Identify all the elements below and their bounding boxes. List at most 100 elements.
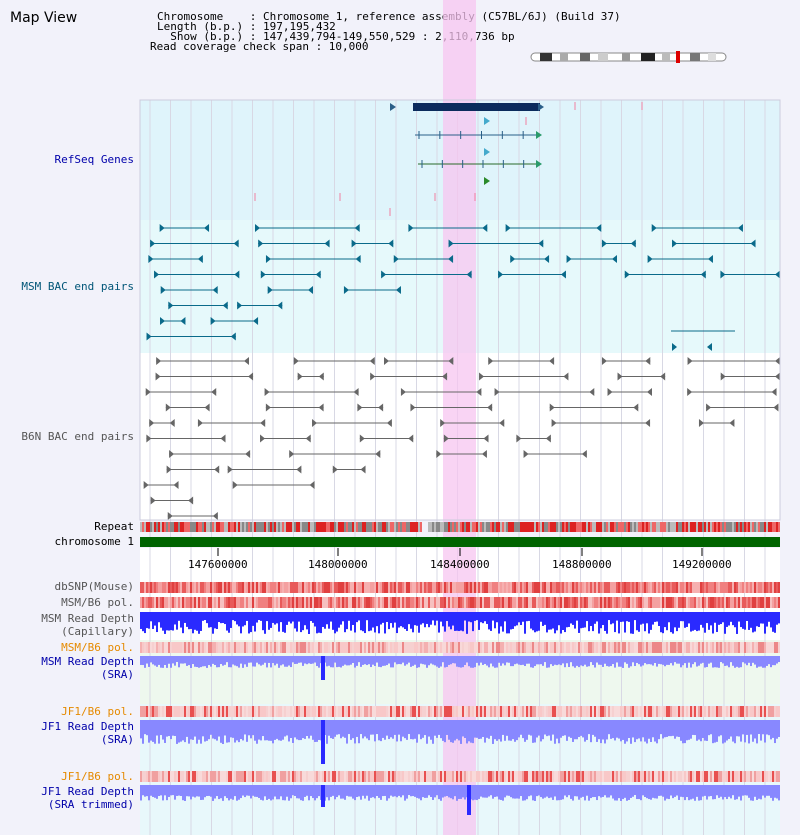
- pol-cell: [680, 706, 682, 717]
- depth-bar: [310, 785, 312, 797]
- depth-bar: [490, 656, 492, 664]
- pol-cell: [778, 597, 780, 608]
- depth-bar: [202, 656, 204, 667]
- depth-bar: [580, 656, 582, 666]
- pol-cell: [142, 597, 144, 608]
- bac-end-marker: [645, 419, 651, 427]
- bac-end-marker: [775, 357, 780, 365]
- bac-end-marker: [400, 388, 406, 396]
- pol-cell: [242, 597, 244, 608]
- pol-cell: [150, 642, 152, 653]
- pol-cell: [388, 771, 390, 782]
- pol-cell: [610, 597, 612, 608]
- pol-cell: [670, 642, 672, 653]
- depth-bar: [246, 785, 248, 796]
- depth-bar: [164, 656, 166, 665]
- pol-cell: [364, 771, 366, 782]
- pol-cell: [582, 597, 584, 608]
- depth-bar: [766, 612, 768, 627]
- repeat-element: [408, 522, 410, 532]
- pol-cell: [720, 771, 722, 782]
- pol-cell: [666, 771, 668, 782]
- pol-cell: [320, 771, 322, 782]
- pol-cell: [318, 642, 320, 653]
- pol-cell: [208, 582, 210, 593]
- depth-bar: [658, 720, 660, 740]
- pol-cell: [748, 771, 750, 782]
- depth-bar: [556, 656, 558, 666]
- bac-end-marker: [505, 224, 511, 232]
- pol-cell: [734, 706, 736, 717]
- pol-cell: [186, 771, 188, 782]
- pol-cell: [738, 597, 740, 608]
- pol-cell: [404, 642, 406, 653]
- pol-cell: [142, 582, 144, 593]
- depth-bar: [734, 720, 736, 744]
- chromosome-ideogram[interactable]: [530, 51, 727, 63]
- pol-cell: [424, 706, 426, 717]
- depth-bar: [216, 720, 218, 741]
- depth-bar: [284, 612, 286, 633]
- depth-bar: [298, 656, 300, 663]
- pol-cell: [736, 642, 738, 653]
- depth-bar: [524, 656, 526, 667]
- pol-cell: [278, 771, 280, 782]
- depth-bar: [272, 785, 274, 800]
- depth-bar: [202, 785, 204, 800]
- pol-cell: [628, 582, 630, 593]
- depth-bar: [386, 612, 388, 622]
- bac-end-marker: [353, 388, 359, 396]
- repeat-element: [632, 522, 634, 532]
- depth-bar: [408, 720, 410, 735]
- depth-bar: [764, 612, 766, 634]
- pol-cell: [216, 597, 218, 608]
- depth-bar: [762, 785, 764, 796]
- depth-bar: [540, 656, 542, 665]
- depth-bar: [654, 720, 656, 742]
- pol-cell: [778, 771, 780, 782]
- pol-cell: [448, 706, 450, 717]
- depth-bar: [616, 720, 618, 738]
- depth-bar: [400, 785, 402, 798]
- depth-bar: [476, 785, 478, 801]
- pol-cell: [398, 706, 400, 717]
- pol-cell: [656, 642, 658, 653]
- pol-cell: [456, 597, 458, 608]
- pol-cell: [490, 597, 492, 608]
- depth-bar: [318, 656, 320, 668]
- pol-cell: [416, 642, 418, 653]
- pol-cell: [452, 771, 454, 782]
- pol-cell: [232, 771, 234, 782]
- depth-bar: [540, 785, 542, 798]
- pol-cell: [398, 642, 400, 653]
- pol-cell: [270, 771, 272, 782]
- depth-bar: [432, 785, 434, 800]
- pol-cell: [602, 706, 604, 717]
- repeat-element: [682, 522, 684, 532]
- pol-cell: [702, 597, 704, 608]
- depth-bar: [430, 612, 432, 625]
- pol-cell: [728, 597, 730, 608]
- depth-bar: [500, 720, 502, 742]
- pol-cell: [218, 582, 220, 593]
- repeat-element: [368, 522, 370, 532]
- pol-cell: [592, 642, 594, 653]
- repeat-element: [678, 522, 680, 532]
- depth-bar: [260, 656, 262, 666]
- pol-cell: [466, 771, 468, 782]
- depth-bar: [476, 612, 478, 621]
- depth-bar: [244, 785, 246, 798]
- depth-bar: [346, 612, 348, 630]
- pol-cell: [660, 642, 662, 653]
- pol-cell: [482, 597, 484, 608]
- pol-cell: [496, 642, 498, 653]
- bac-end-marker: [487, 403, 493, 412]
- pol-cell: [668, 771, 670, 782]
- pol-cell: [550, 642, 552, 653]
- depth-bar: [590, 785, 592, 799]
- depth-bar: [174, 785, 176, 800]
- depth-bar: [352, 612, 354, 625]
- depth-bar: [394, 612, 396, 623]
- depth-bar: [598, 785, 600, 797]
